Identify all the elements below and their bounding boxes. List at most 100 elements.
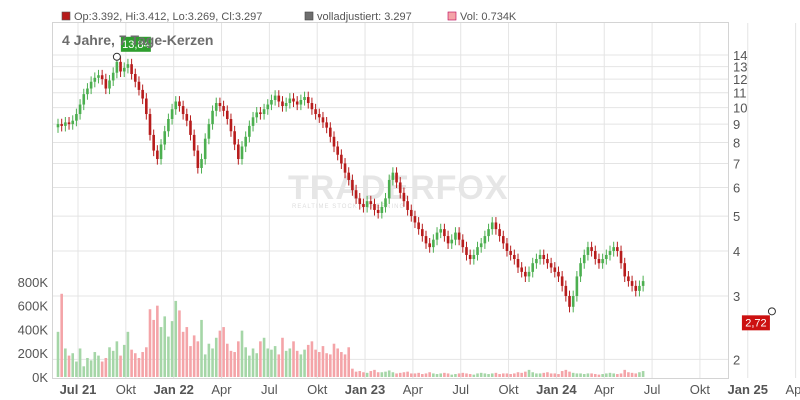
- candle-body: [244, 136, 247, 147]
- volume-bar: [454, 374, 457, 377]
- candle-body: [347, 172, 351, 180]
- volume-bar: [542, 372, 546, 377]
- price-tick-label: 10: [733, 101, 747, 116]
- volume-bar: [192, 335, 196, 377]
- volume-bar: [402, 372, 406, 377]
- volume-bar: [78, 348, 82, 377]
- volume-bar: [354, 371, 358, 377]
- volume-tick-label: 600K: [18, 299, 49, 314]
- candle-body: [387, 179, 391, 199]
- volume-bar: [56, 331, 60, 377]
- candle-body: [295, 101, 299, 105]
- volume-bar: [380, 372, 384, 377]
- candle-body: [590, 247, 593, 251]
- volume-bar: [156, 305, 159, 377]
- candle-body: [240, 146, 244, 160]
- candle-body: [601, 259, 604, 264]
- volume-bar: [336, 348, 339, 377]
- candle-body: [549, 263, 553, 268]
- volume-bar: [421, 374, 424, 377]
- extreme-markers: 13,84 2,72: [112, 36, 776, 331]
- candle-body: [638, 285, 641, 291]
- volume-bar: [281, 337, 284, 377]
- candle-body: [483, 236, 487, 244]
- volume-bar: [130, 349, 133, 377]
- candle-body: [251, 117, 255, 126]
- candle-body: [126, 64, 130, 68]
- candle-body: [189, 120, 192, 135]
- volume-bar: [259, 341, 262, 377]
- low-label: 2,72: [745, 317, 766, 329]
- volume-bar: [457, 373, 461, 377]
- volume-bar: [163, 316, 167, 377]
- volume-bar: [292, 341, 295, 377]
- volume-bar: [82, 366, 86, 377]
- volume-bar: [108, 347, 111, 377]
- candle-body: [211, 110, 214, 125]
- price-tick-label: 4: [733, 244, 740, 259]
- volume-bar: [538, 373, 542, 377]
- candle-body: [203, 138, 207, 160]
- volume-bar: [211, 348, 214, 377]
- candle-body: [130, 64, 133, 74]
- candle-body: [380, 206, 384, 213]
- candle-body: [97, 75, 100, 78]
- candle-body: [56, 124, 60, 128]
- volume-bar: [476, 373, 479, 377]
- volume-bar: [89, 360, 93, 377]
- candle-body: [145, 98, 148, 115]
- volume-bar: [203, 354, 207, 377]
- candle-body: [266, 104, 270, 110]
- candle-body: [141, 89, 144, 99]
- candle-body: [259, 112, 262, 115]
- chart-subtitle: 4 Jahre, 7 Tage-Kerzen: [62, 32, 213, 48]
- volume-bar: [233, 352, 236, 377]
- volume-tick-label: 0K: [32, 370, 48, 385]
- volume-bar: [524, 371, 527, 377]
- candle-body: [627, 276, 630, 282]
- candle-body: [299, 100, 303, 105]
- candle-body: [450, 239, 454, 244]
- candle-body: [597, 259, 601, 264]
- volume-bar: [398, 372, 402, 377]
- price-tick-label: 2: [733, 352, 740, 367]
- time-tick-label: Jan 23: [345, 382, 385, 397]
- volume-tick-label: 800K: [18, 275, 49, 290]
- volume-bar: [126, 331, 130, 377]
- volume-bar: [340, 352, 343, 377]
- volume-bar: [634, 373, 638, 377]
- candle-body: [281, 101, 284, 107]
- candle-body: [362, 204, 365, 207]
- price-tick-label: 7: [733, 156, 740, 171]
- volume-bar: [196, 341, 200, 377]
- volume-bars: [56, 293, 645, 377]
- volume-bar: [641, 371, 645, 377]
- candle-body: [60, 124, 63, 126]
- volume-bar: [277, 354, 281, 377]
- time-axis: Jul 21 Okt Jan 22 Apr Jul Okt Jan 23 Apr Jul Okt J…: [60, 382, 800, 397]
- volume-bar: [152, 319, 155, 377]
- volume-bar: [119, 355, 122, 377]
- watermark: TRADERFOX REALTIME STOCK SCREENING: [288, 169, 508, 210]
- candle-body: [233, 131, 236, 145]
- candle-body: [181, 106, 185, 115]
- volume-bar: [424, 373, 428, 377]
- volume-bar: [237, 341, 240, 377]
- volume-bar: [133, 353, 137, 377]
- volume-bar: [244, 347, 247, 377]
- candle-body: [192, 134, 196, 151]
- volume-bar: [314, 349, 317, 377]
- candle-body: [413, 216, 417, 223]
- candle-body: [424, 236, 428, 244]
- candle-body: [501, 236, 505, 244]
- volume-bar: [417, 372, 420, 377]
- volume-bar: [288, 348, 292, 377]
- legend-adjusted: volladjustiert: 3.297: [317, 11, 412, 23]
- volume-bar: [406, 371, 409, 377]
- volume-bar: [586, 373, 590, 377]
- candle-body: [133, 73, 137, 82]
- volume-bar: [571, 372, 575, 377]
- candle-body: [630, 281, 634, 286]
- candle-body: [89, 81, 93, 89]
